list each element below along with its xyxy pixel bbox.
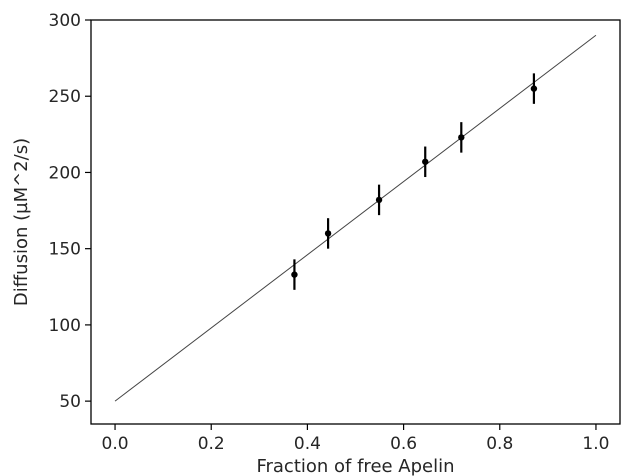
fit-line (114, 34, 597, 402)
data-point (324, 230, 332, 237)
y-axis-ticks: 50 100 150 200 250 300 (49, 11, 91, 412)
y-tick-label: 100 (49, 316, 81, 336)
data-point (375, 196, 383, 204)
plot-area (114, 34, 597, 402)
x-tick-label: 1.0 (582, 434, 609, 454)
data-point (530, 85, 538, 92)
x-tick-label: 0.6 (390, 434, 417, 454)
x-tick-label: 0.2 (198, 434, 225, 454)
x-tick-label: 0.4 (294, 434, 321, 454)
y-tick-label: 50 (59, 392, 81, 412)
y-tick-label: 150 (49, 240, 81, 260)
x-tick-label: 0.8 (486, 434, 513, 454)
x-tick-label: 0.0 (102, 434, 129, 454)
y-tick-label: 250 (49, 87, 81, 107)
y-tick-label: 300 (49, 11, 81, 31)
plot-frame (90, 19, 621, 425)
data-point (291, 271, 298, 278)
data-point (458, 134, 465, 141)
x-axis-label: Fraction of free Apelin (256, 456, 454, 476)
x-axis-ticks: 0.0 0.2 0.4 0.6 0.8 1.0 (102, 424, 609, 454)
y-tick-label: 200 (49, 163, 81, 183)
data-point (422, 158, 429, 165)
y-axis-label: Diffusion (µM^2/s) (11, 138, 32, 306)
